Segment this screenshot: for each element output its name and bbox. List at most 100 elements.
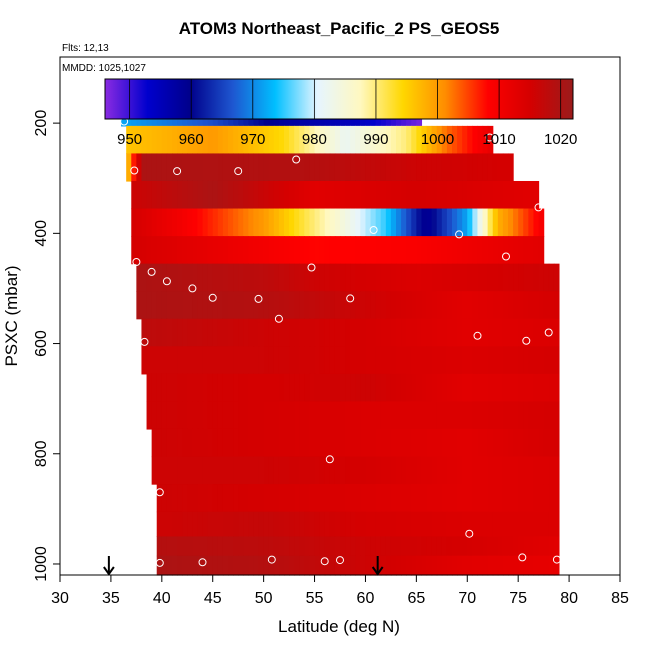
heatmap-cell — [513, 373, 519, 403]
heatmap-cell — [263, 263, 270, 292]
heatmap-cell — [314, 373, 321, 403]
heatmap-cell — [497, 236, 504, 265]
heatmap-cell — [350, 401, 356, 430]
heatmap-cell — [182, 536, 188, 557]
heatmap-cell — [441, 536, 448, 557]
heatmap-cell — [380, 555, 387, 576]
heatmap-cell — [334, 291, 341, 320]
heatmap-cell — [268, 555, 275, 576]
heatmap-cell — [406, 318, 412, 347]
heatmap-cell — [538, 208, 545, 237]
heatmap-cell — [273, 511, 280, 538]
heatmap-cell — [228, 208, 234, 237]
heatmap-cell — [156, 484, 163, 513]
heatmap-cell — [192, 373, 199, 403]
heatmap-cell — [553, 291, 560, 320]
heatmap-cell — [436, 456, 443, 485]
heatmap-cell — [146, 373, 153, 403]
heatmap-cell — [166, 484, 173, 513]
heatmap-cell — [222, 401, 229, 430]
heatmap-cell — [396, 484, 402, 513]
heatmap-cell — [513, 236, 519, 265]
heatmap-cell — [421, 484, 428, 513]
heatmap-cell — [228, 373, 234, 403]
heatmap-cell — [268, 401, 275, 430]
heatmap-cell — [462, 180, 468, 210]
heatmap-cell — [258, 236, 265, 265]
heatmap-cell — [365, 153, 372, 182]
heatmap-cell — [472, 373, 479, 403]
heatmap-cell — [166, 428, 173, 458]
heatmap-cell — [502, 428, 509, 458]
observation-point — [132, 258, 141, 266]
heatmap-cell — [548, 263, 555, 292]
heatmap-cell — [365, 373, 372, 403]
heatmap-cell — [166, 125, 173, 155]
heatmap-cell — [518, 208, 524, 237]
heatmap-cell — [131, 125, 137, 155]
heatmap-cell — [222, 555, 229, 576]
heatmap-cell — [355, 511, 361, 538]
observation-point — [267, 555, 276, 564]
heatmap-cell — [192, 511, 199, 538]
heatmap-cell — [345, 180, 351, 210]
heatmap-cell — [472, 555, 479, 576]
heatmap-cell — [446, 536, 453, 557]
heatmap-cell — [411, 511, 417, 538]
heatmap-cell — [533, 484, 540, 513]
heatmap-cell — [263, 536, 270, 557]
heatmap-cell — [502, 484, 509, 513]
observation-point — [198, 558, 207, 567]
heatmap-cell — [508, 291, 514, 320]
heatmap-cell — [513, 291, 519, 320]
heatmap-cell — [380, 318, 387, 347]
heatmap-cell — [172, 208, 178, 237]
heatmap-cell — [543, 291, 550, 320]
heatmap-cell — [360, 456, 367, 485]
heatmap-cell — [329, 401, 336, 430]
heatmap-cell — [426, 208, 433, 237]
heatmap-cell — [416, 401, 423, 430]
heatmap-cell — [513, 208, 519, 237]
heatmap-cell — [263, 401, 270, 430]
heatmap-cell — [436, 180, 443, 210]
heatmap-cell — [217, 125, 224, 155]
heatmap-cell — [492, 456, 499, 485]
y-tick-label: 400 — [33, 220, 50, 247]
heatmap-cell — [258, 428, 265, 458]
heatmap-cell — [156, 263, 163, 292]
heatmap-cell — [360, 346, 367, 375]
heatmap-cell — [441, 484, 448, 513]
heatmap-cell — [299, 346, 305, 375]
heatmap-cell — [467, 318, 473, 347]
heatmap-cell — [370, 346, 377, 375]
heatmap-cell — [482, 236, 489, 265]
heatmap-cell — [441, 180, 448, 210]
heatmap-cell — [457, 236, 463, 265]
heatmap-cell — [238, 125, 244, 155]
heatmap-cell — [477, 180, 484, 210]
heatmap-cell — [457, 484, 463, 513]
heatmap-cell — [426, 456, 433, 485]
heatmap-cell — [304, 208, 311, 237]
heatmap-cell — [202, 346, 209, 375]
heatmap-cell — [304, 484, 311, 513]
heatmap-cell — [273, 401, 280, 430]
heatmap-cell — [528, 318, 535, 347]
heatmap-cell — [334, 125, 341, 155]
heatmap-cell — [502, 263, 509, 292]
heatmap-cell — [345, 236, 351, 265]
x-tick-label: 65 — [407, 590, 425, 607]
heatmap-cell — [278, 318, 285, 347]
heatmap-cell — [263, 373, 270, 403]
colorbar-tick-label: 980 — [302, 131, 327, 148]
heatmap-cell — [416, 153, 423, 182]
heatmap-cell — [141, 318, 148, 347]
heatmap-cell — [513, 346, 519, 375]
heatmap-cell — [243, 555, 249, 576]
heatmap-cell — [243, 318, 249, 347]
heatmap-cell — [304, 346, 311, 375]
heatmap-cell — [248, 291, 255, 320]
heatmap-cell — [258, 401, 265, 430]
colorbar — [104, 78, 574, 120]
